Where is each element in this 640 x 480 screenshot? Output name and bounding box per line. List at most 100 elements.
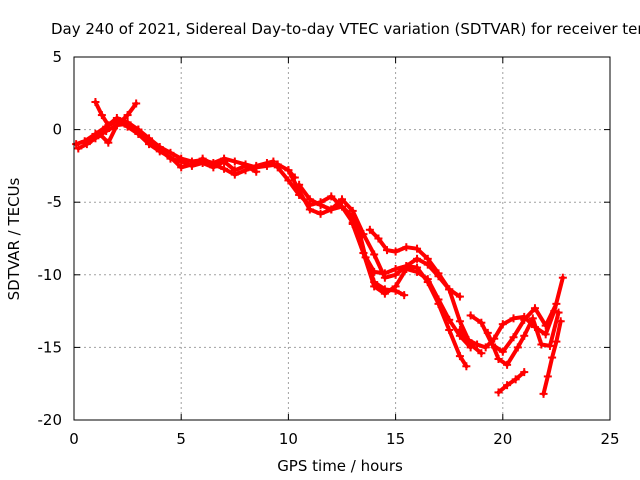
data-point-marker (241, 161, 250, 170)
data-point-marker (445, 325, 454, 334)
data-point-marker (220, 164, 229, 173)
data-point-marker (402, 243, 411, 252)
data-point-marker (445, 315, 454, 324)
data-point-marker (380, 273, 389, 282)
x-tick-label: 5 (176, 430, 186, 448)
data-point-marker (423, 275, 432, 284)
x-tick-labels: 0 5 10 15 20 25 (69, 430, 619, 448)
data-point-marker (252, 167, 261, 176)
x-tick-label: 15 (386, 430, 405, 448)
data-point-marker (455, 292, 464, 301)
data-point-marker (558, 273, 567, 282)
data-point-marker (552, 299, 561, 308)
data-point-marker (466, 343, 475, 352)
y-tick-label: -5 (47, 193, 62, 211)
data-point-marker (413, 267, 422, 276)
data-point-marker (132, 99, 141, 108)
series-line-arc-13 (496, 370, 527, 395)
data-point-marker (82, 140, 91, 149)
data-point-marker (494, 355, 503, 364)
data-point-marker (464, 336, 473, 345)
data-point-marker (503, 381, 512, 390)
y-tick-label: 5 (52, 48, 62, 66)
data-point-marker (391, 270, 400, 279)
data-point-marker (434, 295, 443, 304)
data-point-marker (316, 201, 325, 210)
y-tick-label: -20 (38, 411, 63, 429)
data-point-marker (104, 138, 113, 147)
data-point-marker (284, 166, 293, 175)
data-point-marker (466, 311, 475, 320)
x-tick-label: 20 (493, 430, 512, 448)
data-point-marker (284, 176, 293, 185)
data-point-marker (483, 328, 492, 337)
data-point-marker (230, 166, 239, 175)
data-point-marker (494, 388, 503, 397)
data-point-marker (541, 330, 550, 339)
data-point-marker (112, 121, 121, 130)
data-point-marker (455, 352, 464, 361)
data-point-marker (97, 111, 106, 120)
data-point-marker (348, 219, 357, 228)
series-line-arc-8 (350, 222, 473, 350)
data-point-marker (413, 254, 422, 263)
data-point-marker (370, 250, 379, 259)
data-series (72, 98, 567, 398)
data-point-marker (155, 145, 164, 154)
data-point-marker (543, 372, 552, 381)
data-point-marker (134, 125, 143, 134)
data-point-marker (230, 157, 239, 166)
y-axis-label: SDTVAR / TECUs (5, 177, 23, 300)
data-point-marker (123, 119, 132, 128)
x-tick-label: 10 (279, 430, 298, 448)
data-point-marker (520, 315, 529, 324)
data-point-marker (455, 325, 464, 334)
data-point-marker (530, 304, 539, 313)
data-point-marker (554, 308, 563, 317)
data-point-marker (305, 205, 314, 214)
data-point-marker (498, 347, 507, 356)
data-point-marker (434, 269, 443, 278)
data-point-marker (380, 289, 389, 298)
data-point-marker (556, 317, 565, 326)
data-point-marker (209, 163, 218, 172)
data-point-marker (87, 135, 96, 144)
data-point-marker (177, 157, 186, 166)
data-point-marker (316, 209, 325, 218)
data-point-marker (166, 154, 175, 163)
y-tick-label: -15 (38, 338, 63, 356)
data-point-marker (541, 321, 550, 330)
series-line-arc-4 (89, 121, 259, 174)
y-tick-labels: -20 -15 -10 -5 0 5 (38, 48, 63, 429)
data-point-marker (481, 343, 490, 352)
data-point-marker (509, 314, 518, 323)
data-point-marker (520, 368, 529, 377)
data-point-marker (338, 195, 346, 204)
data-point-marker (273, 163, 282, 172)
data-point-marker (187, 161, 196, 170)
grid-lines (74, 57, 610, 420)
series-line-arc-9 (367, 227, 462, 299)
data-point-marker (220, 157, 229, 166)
y-tick-label: 0 (52, 121, 62, 139)
data-point-marker (503, 360, 512, 369)
data-point-marker (473, 340, 482, 349)
data-point-marker (269, 157, 278, 166)
data-point-marker (423, 254, 432, 263)
x-axis-label: GPS time / hours (277, 457, 403, 475)
data-point-marker (528, 314, 537, 323)
data-point-marker (445, 285, 454, 294)
data-point-marker (498, 320, 507, 329)
x-tick-label: 25 (600, 430, 619, 448)
data-point-marker (383, 246, 392, 255)
data-point-marker (477, 318, 486, 327)
tick-marks (73, 56, 611, 421)
data-point-marker (72, 140, 81, 149)
data-point-marker (539, 389, 548, 398)
data-point-marker (145, 137, 154, 146)
data-point-marker (348, 212, 357, 221)
data-point-marker (198, 158, 207, 167)
data-point-marker (327, 205, 336, 214)
data-point-marker (400, 291, 409, 300)
